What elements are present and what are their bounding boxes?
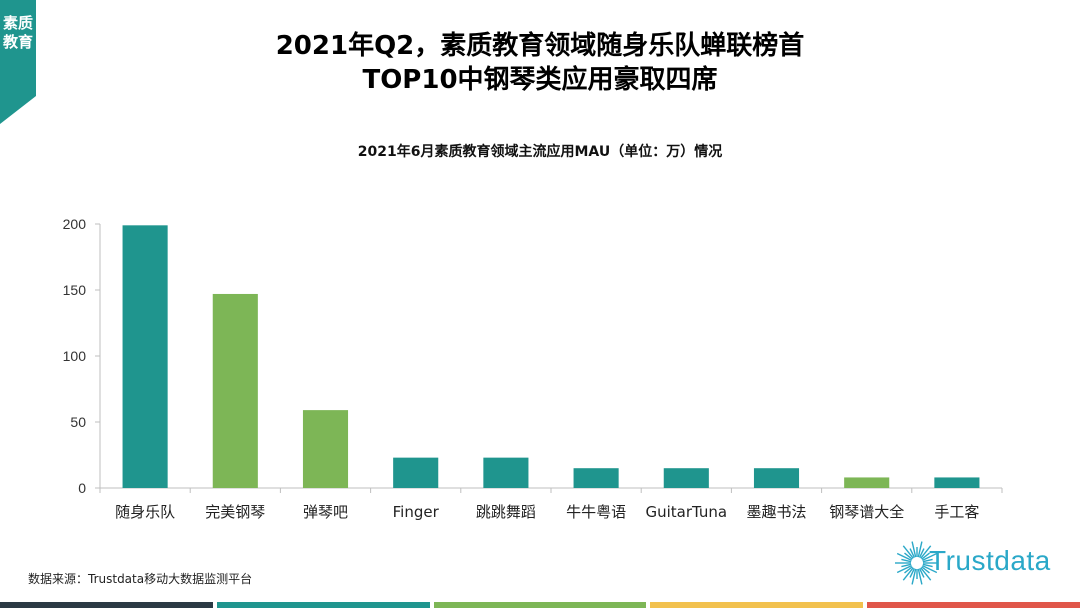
sunburst-ray: [909, 548, 916, 558]
x-tick-label: Finger: [393, 503, 440, 521]
footer-color-segment: [650, 602, 864, 608]
sunburst-ray: [920, 545, 932, 559]
x-tick-label: GuitarTuna: [645, 503, 727, 521]
bar: [393, 457, 439, 488]
sunburst-ray: [909, 568, 916, 578]
footer-color-segment: [216, 602, 430, 608]
y-tick-label: 100: [63, 348, 87, 364]
sunburst-ray: [901, 563, 912, 568]
logo-text: Trustdata: [929, 545, 1051, 576]
y-tick-label: 50: [70, 414, 86, 430]
page-title-line1: 2021年Q2，素质教育领域随身乐队蝉联榜首: [275, 31, 805, 61]
footer-color-segment: [433, 602, 647, 608]
x-tick-label: 手工客: [934, 503, 979, 521]
corner-category-tag: 素质教育: [0, 0, 36, 124]
x-tick-label: 钢琴谱大全: [829, 503, 904, 521]
page-title-line2: TOP10中钢琴类应用豪取四席: [362, 65, 718, 95]
y-tick-label: 150: [63, 282, 87, 298]
bar: [483, 457, 529, 488]
corner-tag-shape: [0, 0, 36, 124]
sunburst-ray: [922, 552, 938, 562]
sunburst-ray: [921, 566, 930, 574]
sunburst-ray: [901, 558, 912, 563]
sunburst-ray: [922, 558, 933, 563]
x-tick-label: 完美钢琴: [205, 503, 265, 521]
sunburst-ray: [921, 552, 930, 560]
trustdata-logo: Trustdata: [893, 537, 1073, 593]
sunburst-ray: [902, 567, 914, 581]
x-tick-label: 牛牛粤语: [566, 503, 626, 521]
corner-tag-label: 素质教育: [2, 14, 33, 51]
bar: [753, 468, 800, 488]
data-source-note: 数据来源：Trustdata移动大数据监测平台: [28, 572, 253, 586]
bar: [122, 225, 168, 488]
sunburst-ray: [922, 564, 938, 574]
sunburst-ray: [911, 541, 917, 558]
y-tick-label: 200: [63, 216, 87, 232]
sunburst-ray: [904, 552, 913, 560]
bar: [663, 468, 709, 488]
bar: [302, 410, 349, 488]
sunburst-ray: [902, 545, 914, 559]
chart-title: 2021年6月素质教育领域主流应用MAU（单位：万）情况: [357, 144, 723, 160]
x-tick-label: 随身乐队: [115, 503, 175, 521]
sunburst-ray: [920, 567, 932, 581]
x-tick-label: 跳跳舞蹈: [476, 503, 536, 521]
footer-color-segment: [0, 602, 213, 608]
x-tick-label: 墨趣书法: [746, 503, 806, 521]
sunburst-ray: [896, 552, 912, 562]
sunburst-ray: [904, 566, 913, 574]
sunburst-icon: [895, 541, 939, 585]
bar: [934, 477, 980, 488]
sunburst-ray: [918, 568, 925, 578]
sunburst-ray: [896, 564, 912, 574]
sunburst-ray: [917, 568, 923, 585]
bar: [844, 477, 890, 488]
sunburst-ray: [918, 548, 925, 558]
sunburst-ray: [917, 541, 923, 558]
footer-color-segment: [867, 602, 1080, 608]
bar: [212, 293, 258, 488]
y-tick-label: 0: [78, 480, 86, 496]
footer-color-bar: [0, 602, 1080, 608]
sunburst-ray: [911, 568, 917, 585]
x-tick-label: 弹琴吧: [303, 503, 348, 521]
sunburst-ray: [922, 563, 933, 568]
bar: [573, 468, 619, 488]
